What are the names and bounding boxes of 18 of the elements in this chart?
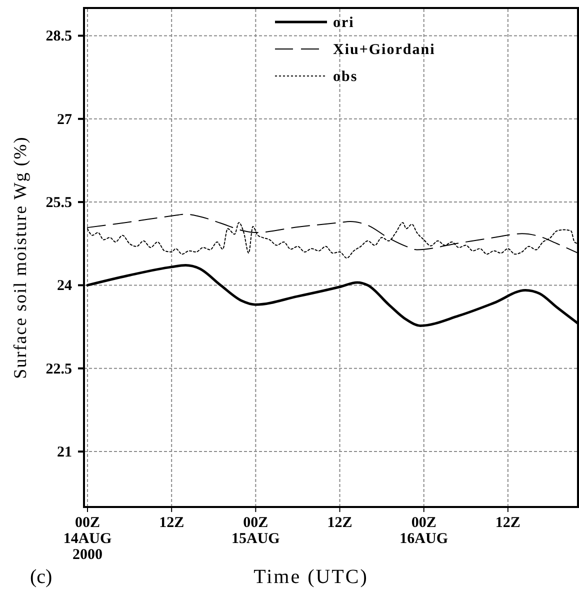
legend-label: obs: [333, 69, 358, 85]
text: (c): [30, 566, 52, 588]
x-tick-label: 00Z 15AUG: [232, 515, 280, 547]
legend-label: Xiu+Giordani: [333, 42, 436, 58]
x-tick-label: 12Z: [495, 515, 520, 531]
y-tick-label: 25.5: [46, 195, 72, 212]
legend-label: ori: [333, 15, 354, 31]
y-tick-label: 22.5: [46, 361, 72, 378]
x-tick-label: 00Z 16AUG: [400, 515, 448, 547]
y-tick-label: 24: [57, 278, 72, 294]
x-tick-label: 12Z: [327, 515, 352, 531]
x-tick-label: 00Z 14AUG 2000: [63, 515, 112, 563]
y-tick-label: 27: [57, 112, 72, 128]
y-tick-label: 28.5: [46, 28, 72, 45]
x-axis-title: Time (UTC): [254, 566, 368, 588]
y-tick-label: 21: [57, 444, 72, 461]
y-axis-title: Surface soil moisture Wg (%): [10, 136, 30, 379]
x-tick-label: 12Z: [159, 515, 184, 531]
